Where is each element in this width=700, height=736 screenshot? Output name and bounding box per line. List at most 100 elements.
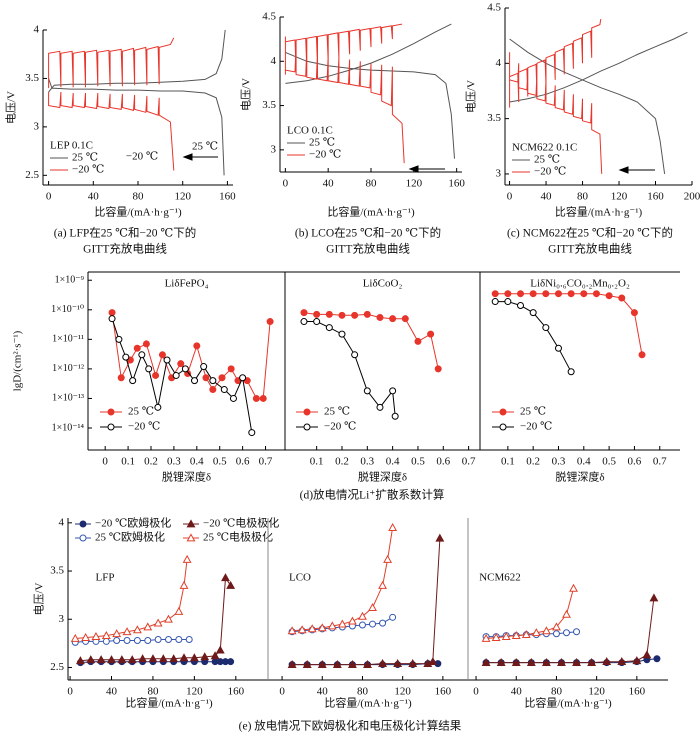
- marker: [393, 658, 403, 667]
- marker: [351, 351, 359, 359]
- marker: [642, 650, 652, 659]
- marker: [542, 324, 550, 332]
- marker: [115, 335, 123, 343]
- series-line: [48, 37, 175, 171]
- legend-label: 25 ℃: [520, 406, 546, 418]
- marker: [325, 324, 333, 332]
- marker: [317, 623, 327, 632]
- marker: [209, 386, 217, 394]
- marker: [122, 353, 130, 361]
- caption: (c) NCM622在25 ℃和−20 ℃下的: [507, 226, 673, 240]
- x-tick-label: 40: [106, 686, 118, 698]
- marker: [378, 580, 388, 589]
- legend-marker: [303, 408, 311, 416]
- x-tick-label: 0: [67, 686, 73, 698]
- marker: [163, 356, 171, 364]
- marker: [491, 290, 499, 298]
- marker: [117, 655, 127, 664]
- marker: [511, 631, 521, 640]
- panel-title: LiδFePO₄: [165, 278, 209, 290]
- marker: [649, 593, 659, 602]
- legend-title: LCO 0.1C: [287, 125, 333, 137]
- marker: [552, 630, 560, 638]
- marker: [229, 394, 237, 402]
- y-tick-label: 3.5: [262, 99, 276, 111]
- x-tick-label: 0.2: [526, 456, 540, 468]
- marker: [138, 351, 146, 359]
- y-tick-label: 1×10⁻¹²: [52, 363, 84, 374]
- marker: [388, 523, 398, 532]
- marker: [122, 627, 132, 636]
- legend-label: −20 ℃: [520, 421, 552, 433]
- marker: [368, 603, 377, 612]
- y-tick-label: 4: [271, 55, 277, 67]
- legend-title: LEP 0.1C: [50, 140, 93, 152]
- marker: [541, 626, 551, 635]
- x-tick-label: 120: [611, 191, 628, 203]
- x-tick-label: 0: [46, 191, 52, 203]
- marker: [226, 580, 236, 589]
- marker: [602, 657, 612, 666]
- marker: [541, 658, 551, 667]
- caption: (b) LCO在25 ℃和−20 ℃下的: [295, 226, 441, 240]
- legend-label: 25 ℃: [72, 152, 98, 164]
- marker: [569, 583, 578, 592]
- marker: [81, 632, 91, 641]
- marker: [551, 622, 561, 631]
- x-tick-label: 0.5: [602, 456, 616, 468]
- marker: [218, 374, 226, 382]
- marker: [185, 636, 193, 643]
- marker: [389, 315, 397, 323]
- marker: [101, 631, 111, 640]
- marker: [618, 294, 626, 302]
- marker: [376, 313, 384, 321]
- series-line: [304, 321, 396, 417]
- x-axis-label: 比容量/(mA·h·g⁻¹): [125, 696, 213, 710]
- marker: [300, 318, 308, 326]
- marker: [573, 628, 581, 636]
- marker: [587, 658, 597, 667]
- marker: [70, 633, 80, 642]
- x-tick-label: 120: [174, 191, 191, 203]
- x-tick-label: 80: [577, 191, 589, 203]
- legend-marker: [79, 534, 87, 542]
- caption: GITT充放电曲线: [326, 242, 410, 256]
- marker: [221, 573, 230, 582]
- marker: [408, 658, 418, 667]
- series-line: [292, 538, 441, 666]
- x-tick-label: 40: [323, 178, 335, 190]
- legend-marker: [303, 423, 311, 431]
- x-tick-label: 0.6: [236, 456, 250, 468]
- marker: [112, 629, 122, 638]
- y-tick-label: 1×10⁻¹⁰: [51, 304, 84, 315]
- marker: [562, 609, 571, 618]
- marker: [313, 310, 321, 318]
- marker: [287, 626, 297, 635]
- marker: [215, 645, 225, 654]
- marker: [358, 621, 366, 629]
- marker: [378, 658, 388, 667]
- marker: [504, 298, 512, 306]
- marker: [307, 624, 317, 633]
- marker: [179, 653, 189, 662]
- marker: [580, 290, 588, 298]
- x-tick-label: 0.7: [653, 456, 667, 468]
- x-tick-label: 0.4: [190, 456, 204, 468]
- marker: [123, 636, 131, 644]
- caption: GITT充放电曲线: [548, 242, 632, 256]
- marker: [220, 386, 228, 394]
- x-tick-label: 0.3: [167, 456, 181, 468]
- marker: [332, 659, 342, 668]
- y-tick-label: 4.5: [487, 2, 501, 14]
- marker: [338, 311, 346, 319]
- legend-label: −20 ℃电极极化: [203, 516, 279, 530]
- marker: [158, 351, 166, 359]
- marker: [145, 365, 153, 373]
- marker: [86, 655, 96, 664]
- marker: [567, 290, 575, 298]
- marker: [75, 656, 85, 665]
- y-tick-label: 3.5: [50, 565, 64, 577]
- marker: [182, 554, 192, 563]
- y-tick-label: 3: [34, 120, 40, 132]
- marker: [96, 655, 106, 664]
